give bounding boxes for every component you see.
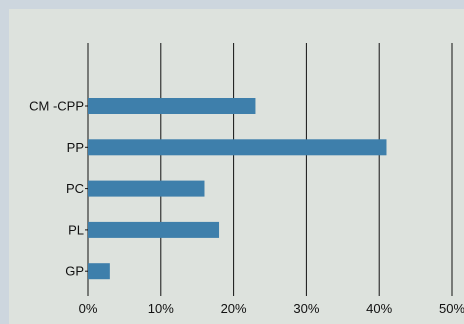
- x-tick-label: 0%: [79, 301, 98, 316]
- category-label: PL: [68, 222, 84, 237]
- x-tick-labels: 0% 10% 20% 30% 40% 50%: [79, 301, 464, 316]
- bars: [88, 98, 387, 280]
- bar: [88, 263, 110, 280]
- x-tick-label: 40%: [366, 301, 392, 316]
- category-label: CM -CPP: [29, 99, 84, 114]
- category-label: GP: [65, 264, 84, 279]
- gridlines: [85, 43, 453, 296]
- x-tick-label: 50%: [439, 301, 464, 316]
- bar-chart: CM -CPP PP PC PL GP 0% 10% 20% 30% 40% 50%: [29, 43, 464, 316]
- category-label: PP: [67, 140, 84, 155]
- category-label: PC: [66, 181, 84, 196]
- x-tick-label: 10%: [148, 301, 174, 316]
- bar: [88, 98, 256, 114]
- chart-panel: CM -CPP PP PC PL GP 0% 10% 20% 30% 40% 50%: [9, 9, 464, 324]
- x-tick-label: 30%: [293, 301, 319, 316]
- bar: [88, 139, 387, 156]
- bar: [88, 221, 220, 238]
- category-labels: CM -CPP PP PC PL GP: [29, 99, 84, 279]
- bar: [88, 180, 205, 197]
- x-tick-label: 20%: [221, 301, 247, 316]
